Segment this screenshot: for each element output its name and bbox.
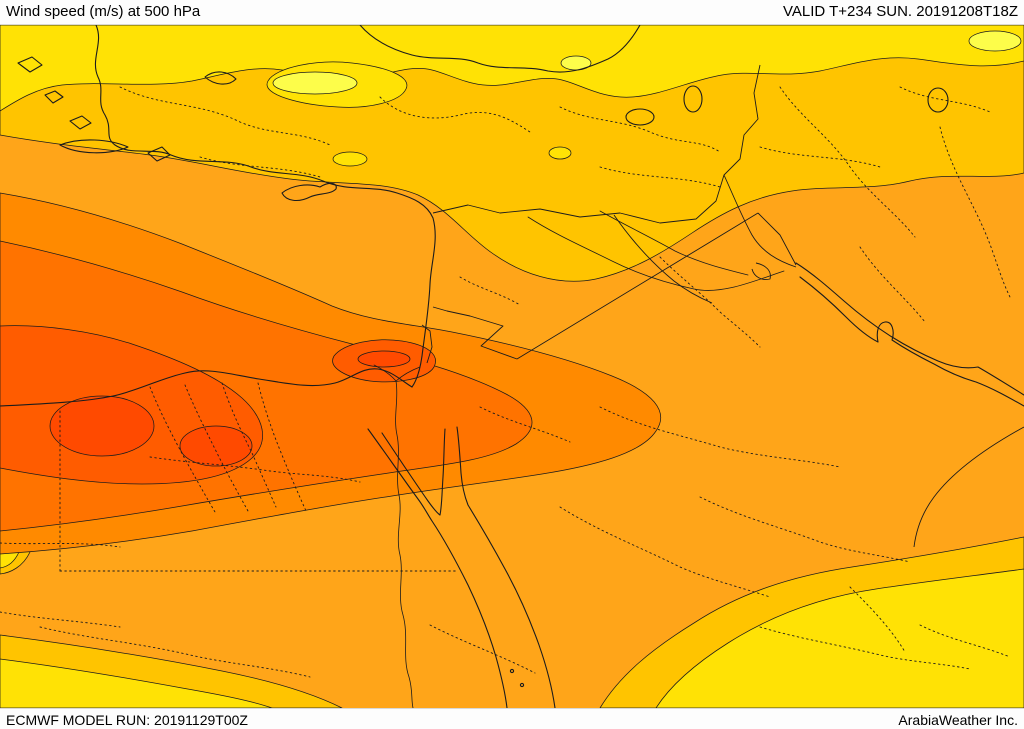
kuwait-border (751, 262, 771, 280)
sea-of-marmara (204, 71, 237, 85)
wind-speed-contour-map (0, 25, 1024, 708)
coastlines (0, 25, 1024, 708)
mediterranean-levant-egypt-coast (0, 25, 436, 407)
aegean-island (17, 56, 43, 73)
nile-river (395, 380, 414, 708)
lake (927, 87, 949, 113)
jet-max-core (179, 425, 253, 467)
euphrates-river (527, 216, 785, 291)
lake-van (625, 108, 655, 126)
small-yellow-spot (548, 146, 572, 160)
map-header: Wind speed (m/s) at 500 hPa VALID T+234 … (0, 0, 1024, 25)
top-gold-band (0, 25, 1024, 282)
aegean-island (44, 90, 64, 104)
bottom-right-yellow-area (655, 568, 1024, 708)
map-footer: ECMWF MODEL RUN: 20191129T00Z ArabiaWeat… (0, 708, 1024, 729)
red-sea-west-coast (367, 428, 508, 708)
small-yellow-spot (332, 151, 368, 167)
lake-urmia (683, 85, 703, 113)
jet-max-core (49, 395, 155, 457)
turkey-southeast-border (432, 64, 761, 224)
map-title: Wind speed (m/s) at 500 hPa (6, 3, 201, 20)
provider-credit: ArabiaWeather Inc. (898, 712, 1018, 728)
saudi-oman-border (913, 426, 1024, 548)
jordan-saudi-border (432, 306, 518, 360)
model-run-label: ECMWF MODEL RUN: 20191129T00Z (6, 712, 248, 728)
cyprus-island (281, 182, 337, 202)
bright-yellow-spot (272, 71, 358, 95)
bottom-left-yellow-strip (0, 658, 273, 708)
black-sea-coast (359, 25, 641, 73)
bright-yellow-spot (968, 30, 1022, 52)
admin-boundaries-dotted (0, 86, 1011, 678)
persian-gulf-south-coast (799, 276, 1024, 407)
rhodes-island (147, 146, 171, 162)
valid-time-label: VALID T+234 SUN. 20191208T18Z (782, 3, 1018, 20)
crete-island (59, 139, 129, 154)
nile-delta-branch (395, 366, 421, 382)
nile-delta-branch (373, 364, 397, 382)
tigris-river (599, 210, 749, 276)
weather-map (0, 25, 1024, 708)
rivers (373, 210, 785, 708)
syria-iraq-border (613, 214, 713, 304)
contour-fills (0, 25, 1024, 708)
persian-gulf-north-coast (795, 262, 1024, 396)
red-sea-island (519, 682, 525, 688)
red-sea-island (509, 668, 515, 674)
red-sea-east-coast (456, 426, 556, 708)
iran-iraq-border (723, 174, 797, 268)
iraq-saudi-border (516, 212, 797, 360)
aegean-island (69, 115, 92, 130)
sinai-peninsula-coast (381, 428, 446, 516)
jet-max-core (357, 350, 411, 368)
